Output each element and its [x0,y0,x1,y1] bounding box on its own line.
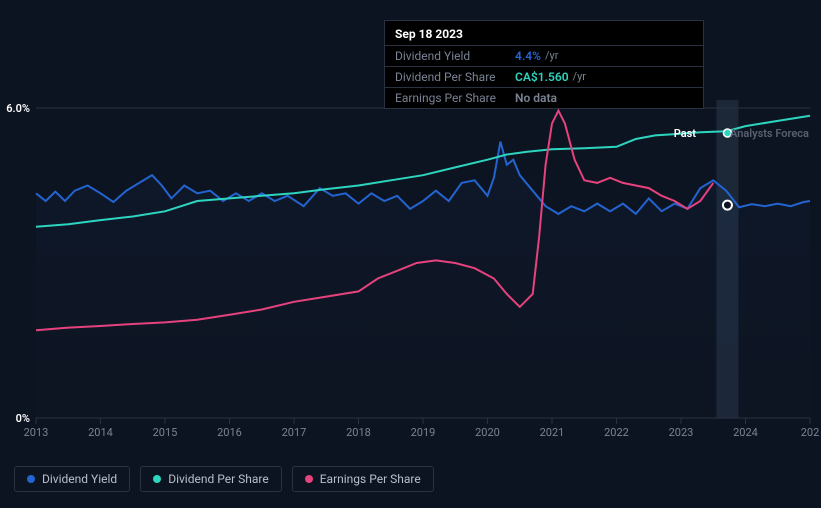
x-axis-label: 2016 [217,426,242,439]
legend-item-earnings-per-share[interactable]: Earnings Per Share [292,466,434,492]
tooltip-row-unit: /yr [545,49,558,63]
current-value-marker [723,201,732,210]
x-axis-label: 2021 [540,426,565,439]
legend-item-dividend-yield[interactable]: Dividend Yield [14,466,130,492]
tooltip-row: Earnings Per ShareNo data [385,87,703,108]
legend-label: Dividend Yield [42,472,117,486]
legend-dot-icon [153,475,161,483]
y-axis-label: 6.0% [6,102,30,115]
tooltip-row-label: Earnings Per Share [395,91,515,105]
tooltip-row-label: Dividend Yield [395,49,515,63]
x-axis-label: 2018 [346,426,371,439]
chart-tooltip: Sep 18 2023 Dividend Yield4.4%/yrDividen… [384,20,704,109]
x-axis-label: 2013 [24,426,49,439]
x-axis-label: 2015 [153,426,178,439]
past-label: Past [674,127,697,140]
y-axis-label: 0% [16,412,30,425]
tooltip-row: Dividend Per ShareCA$1.560/yr [385,66,703,87]
x-axis-label: 2023 [669,426,694,439]
x-axis-label: 2017 [282,426,307,439]
x-axis-label: 2020 [475,426,500,439]
tooltip-row-label: Dividend Per Share [395,70,515,84]
x-axis-label: 2022 [604,426,629,439]
tooltip-row-value: No data [515,91,557,105]
tooltip-row-value: CA$1.560 [515,70,569,84]
dividend-chart: 0% 6.0% 2013 2014 2015 2016 2017 2018 2019 2020 20… [0,0,821,508]
tooltip-row: Dividend Yield4.4% /yr [385,45,703,66]
x-axis-label: 202 [801,426,820,439]
tooltip-date: Sep 18 2023 [385,21,703,45]
legend-dot-icon [305,475,313,483]
legend-label: Dividend Per Share [168,472,269,486]
x-axis-label: 2014 [88,426,113,439]
x-axis-label: 2024 [733,426,758,439]
tooltip-row-value: 4.4% [515,49,541,63]
legend-dot-icon [27,475,35,483]
legend-label: Earnings Per Share [320,472,421,486]
forecast-label: Analysts Foreca [730,127,809,140]
chart-legend: Dividend Yield Dividend Per Share Earnings… [14,466,434,492]
legend-item-dividend-per-share[interactable]: Dividend Per Share [140,466,282,492]
x-axis-label: 2019 [411,426,436,439]
tooltip-row-unit: /yr [573,70,586,84]
dividend-yield-area [36,142,810,418]
